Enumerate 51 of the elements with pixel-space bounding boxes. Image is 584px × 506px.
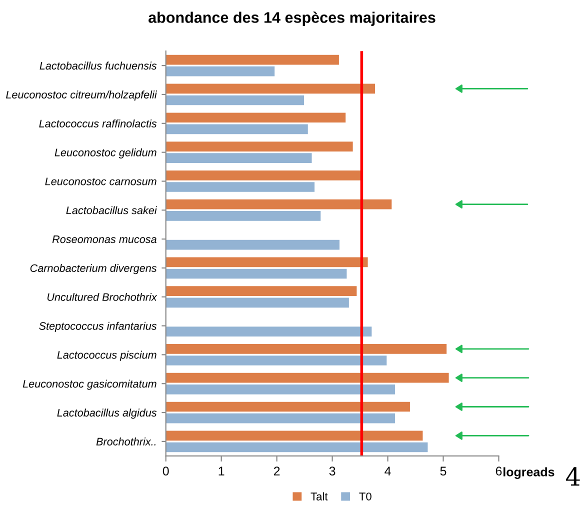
y-tick-label: Leuconostoc carnosum — [45, 178, 156, 186]
bar — [166, 326, 372, 336]
y-tick-label: Uncultured Brochothrix — [47, 292, 158, 301]
bar — [166, 153, 312, 164]
bar — [166, 384, 395, 394]
bar — [166, 182, 315, 192]
y-tick-label: Lactobacillus sakei — [66, 206, 158, 214]
bar — [166, 413, 395, 424]
bar — [166, 54, 339, 65]
y-tick-label: Lactococcus piscium — [57, 350, 156, 361]
bar — [166, 170, 362, 180]
y-tick-label: Lactococcus raffinolactis — [39, 119, 157, 128]
x-tick-label: 0 — [162, 466, 169, 476]
bar — [166, 298, 349, 308]
bar — [166, 199, 392, 210]
x-tick-label: 4 — [384, 466, 391, 476]
y-tick-label: Lactobacillus algidus — [57, 408, 157, 419]
bar — [166, 240, 340, 250]
bar — [166, 124, 308, 134]
legend-label: Talt — [310, 492, 328, 500]
bar — [166, 344, 447, 354]
bar — [166, 442, 428, 452]
y-tick-label: Leuconostoc gelidum — [54, 148, 156, 158]
y-tick-label: Steptococcus infantarius — [39, 322, 157, 332]
x-tick-label: 6 — [496, 466, 502, 476]
bar — [166, 211, 321, 221]
bar — [166, 286, 357, 296]
bar — [166, 95, 304, 106]
y-tick-label: Lactobacillus fuchuensis — [40, 62, 157, 70]
y-tick-label: Leuconostoc citreum/holzapfelii — [6, 90, 158, 101]
x-tick-label: 3 — [329, 466, 336, 476]
x-axis-title: logreads — [504, 467, 554, 479]
bar — [166, 66, 275, 76]
legend-label: T0 — [359, 492, 372, 500]
y-tick-label: Carnobacterium divergens — [30, 264, 157, 274]
x-tick-label: 1 — [218, 466, 224, 476]
bar — [166, 430, 423, 441]
y-tick-label: Roseomonas mucosa — [52, 236, 156, 244]
x-tick-label: 2 — [274, 466, 280, 476]
bar — [166, 112, 346, 123]
bar — [166, 402, 410, 412]
y-tick-label: Leuconostoc gasicomitatum — [22, 380, 156, 390]
y-tick-label: Brochothrix.. — [96, 438, 156, 446]
x-tick-label: 5 — [440, 466, 446, 476]
bar — [166, 84, 376, 94]
bar — [166, 372, 449, 383]
bar — [166, 142, 353, 152]
chart-title: abondance des 14 espèces majoritaires — [148, 12, 436, 26]
bar — [166, 268, 347, 279]
bar — [166, 356, 387, 366]
bar — [166, 257, 368, 268]
